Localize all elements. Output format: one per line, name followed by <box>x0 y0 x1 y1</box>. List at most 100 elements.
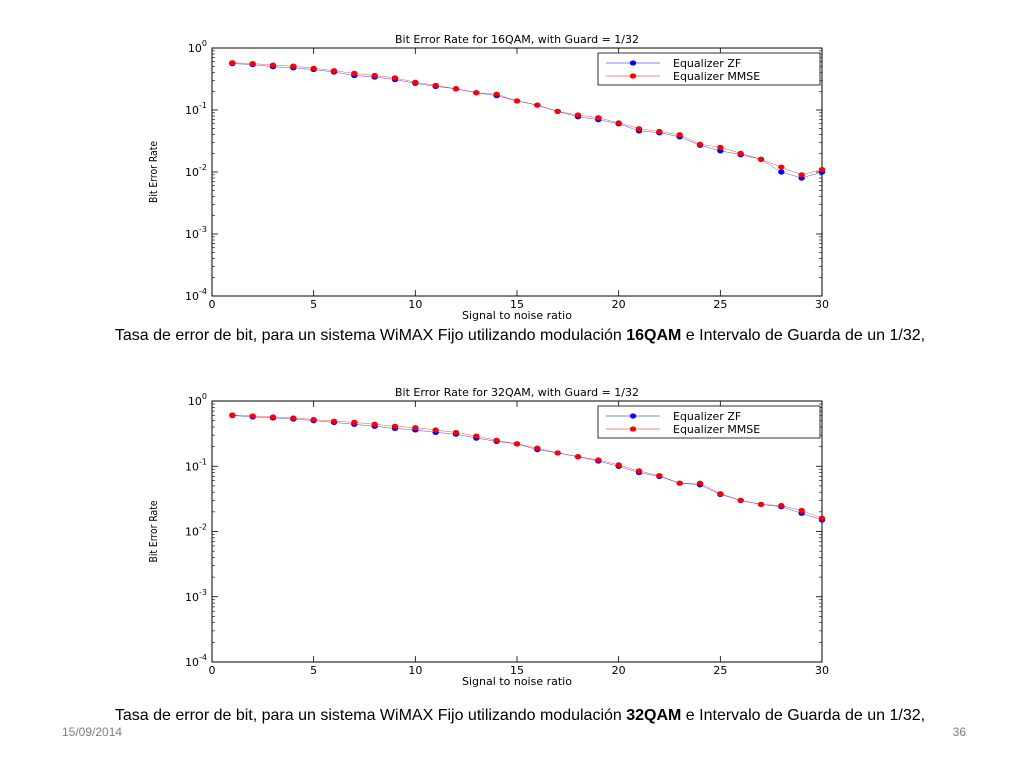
chart16-series-1-point <box>229 60 236 66</box>
caption-16qam: Tasa de error de bit, para un sistema Wi… <box>60 325 980 347</box>
chart16-x-tick-label: 5 <box>310 298 317 311</box>
chart16-y-tick-exponent: 0 <box>202 39 207 48</box>
chart32-x-tick-label: 30 <box>815 664 829 677</box>
chart16-x-tick-label: 20 <box>612 298 626 311</box>
footer-date: 15/09/2014 <box>62 725 123 739</box>
chart32-series-1-point <box>696 480 704 486</box>
chart32-series-1-point <box>798 507 805 514</box>
chart16-series-1-point <box>574 112 582 118</box>
chart16-x-tick-label: 15 <box>510 298 524 311</box>
chart32-series-1-point <box>513 441 521 447</box>
chart32-y-tick-exponent: -4 <box>199 653 207 662</box>
chart32-y-tick-exponent: -2 <box>199 523 207 532</box>
chart32-series-1-point <box>290 415 297 421</box>
ber-chart-16qam: 0 5 10 15 20 25 30 100 10-1 10-2 10-3 10-4 Bit Error… <box>0 28 1024 328</box>
chart16-y-tick-exponent: -4 <box>199 287 207 296</box>
chart16-series-1-point <box>798 172 805 178</box>
chart16-series-1-point <box>269 62 277 68</box>
chart32-series-1-point <box>595 457 602 463</box>
chart32-series-1-point <box>330 418 338 424</box>
chart16-series-1-point <box>310 65 317 71</box>
chart32-series-1-point <box>371 421 378 427</box>
chart16-legend-label-1: Equalizer MMSE <box>673 70 760 83</box>
chart16-legend-marker-1 <box>629 73 637 79</box>
chart16-plot-area <box>211 47 823 297</box>
chart16-series-0-point <box>778 169 785 175</box>
chart32-x-tick-label: 25 <box>713 664 727 677</box>
chart32-y-tick-exponent: 0 <box>202 392 207 401</box>
caption-32qam-modulation: 32QAM <box>626 707 682 724</box>
chart32-series-1-point <box>452 429 460 436</box>
chart16-series-1-point <box>351 70 358 76</box>
chart16-x-tick-label: 10 <box>408 298 422 311</box>
chart16-series-line-1 <box>232 62 823 176</box>
caption-16qam-text-before: Tasa de error de bit, para un sistema Wi… <box>114 327 627 344</box>
chart32-series-1-point <box>432 427 439 433</box>
chart16-x-tick-label: 0 <box>209 298 216 311</box>
chart32-plot-area <box>211 400 823 663</box>
chart32-series-1-point <box>534 445 541 451</box>
chart16-series-1-point <box>290 63 297 69</box>
caption-32qam-text-before: Tasa de error de bit, para un sistema Wi… <box>114 707 627 724</box>
chart32-legend-label-0: Equalizer ZF <box>673 410 741 423</box>
chart32-series-1-point <box>391 423 399 429</box>
chart16-y-tick-base: 10 <box>188 42 202 55</box>
chart16-series-1-point <box>249 61 256 67</box>
chart32-series-1-point <box>818 515 826 521</box>
chart32-minor-ticks <box>212 403 822 643</box>
chart32-x-tick-label: 20 <box>612 664 626 677</box>
chart16-series-1-point <box>778 164 785 170</box>
chart32-x-axis-label: Signal to noise ratio <box>462 675 572 688</box>
chart32-y-tick-label: 100 <box>188 392 207 408</box>
chart16-series-1-point <box>432 82 439 88</box>
chart16-x-tick-label: 25 <box>713 298 727 311</box>
chart16-y-tick-exponent: -1 <box>199 101 207 110</box>
chart16-y-tick-base: 10 <box>185 166 199 179</box>
chart16-legend-label-0: Equalizer ZF <box>673 57 741 70</box>
chart32-y-tick-base: 10 <box>185 460 199 473</box>
chart32-series-1-point <box>269 414 277 420</box>
chart32-y-tick-label: 10-1 <box>185 457 207 473</box>
chart32-series-line-1 <box>232 414 823 519</box>
chart16-legend-marker-0 <box>629 60 637 66</box>
chart16-series-1-point <box>452 86 460 92</box>
chart32-x-tick-label: 0 <box>209 664 216 677</box>
chart32-series-1-point <box>473 433 480 439</box>
chart32-series-1-point <box>229 412 236 418</box>
chart32-legend-marker-0 <box>629 413 637 419</box>
chart16-x-axis-label: Signal to noise ratio <box>462 309 572 322</box>
chart16-series-1-point <box>473 90 480 96</box>
chart16-series-1-point <box>737 150 744 156</box>
chart32-x-tick-label: 10 <box>408 664 422 677</box>
chart16-y-tick-label: 10-4 <box>185 287 207 303</box>
chart32-series-1-point <box>615 462 622 468</box>
caption-16qam-text-after: e Intervalo de Guarda de un 1/32, <box>681 327 926 344</box>
chart16-series-1-point <box>757 156 765 162</box>
chart16-y-tick-label: 100 <box>188 39 207 55</box>
chart16-y-tick-base: 10 <box>185 228 199 241</box>
chart16-series-1-point <box>717 144 724 150</box>
chart16-series-1-point <box>534 102 541 108</box>
chart16-y-axis-label: Bit Error Rate <box>147 141 160 203</box>
chart32-legend-label-1: Equalizer MMSE <box>673 423 760 436</box>
chart32-y-tick-exponent: -1 <box>199 457 207 466</box>
chart32-series-1-point <box>737 497 744 503</box>
chart16-series-1-point <box>493 91 500 97</box>
chart16-y-tick-base: 10 <box>185 104 199 117</box>
chart16-series-1-point <box>330 68 338 74</box>
chart32-series-1-point <box>717 491 724 497</box>
chart32-series-1-point <box>554 450 561 456</box>
chart16-series-1-point <box>696 141 704 147</box>
chart16-series-1-point <box>595 115 602 121</box>
chart16-y-tick-label: 10-3 <box>185 225 207 241</box>
chart16-legend-box <box>597 52 821 86</box>
chart32-series-1-point <box>656 472 663 479</box>
chart16-series-1-point <box>371 72 378 79</box>
chart32-x-tick-label: 5 <box>310 664 317 677</box>
chart32-y-axis-label: Bit Error Rate <box>147 500 160 562</box>
chart16-series-1-point <box>554 108 561 114</box>
chart32-legend-box <box>597 405 821 439</box>
chart32-series-1-point <box>493 437 500 443</box>
caption-32qam: Tasa de error de bit, para un sistema Wi… <box>60 705 980 727</box>
